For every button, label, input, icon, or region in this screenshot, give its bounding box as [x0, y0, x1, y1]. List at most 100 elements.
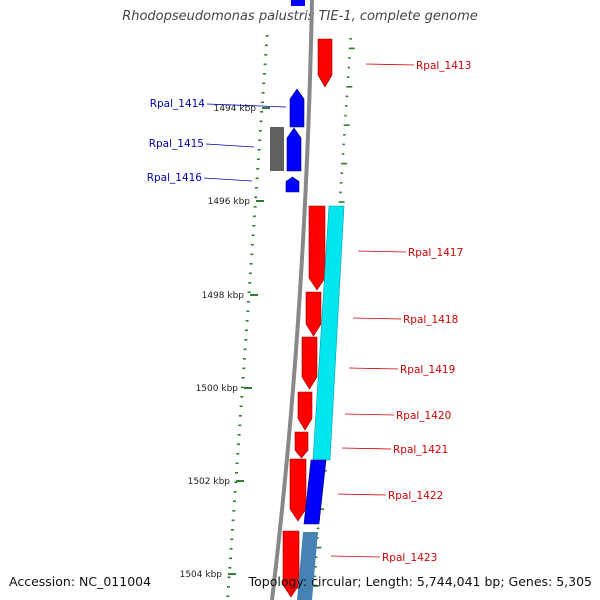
scale-major-tick	[250, 294, 258, 296]
scale-minor-tick	[348, 57, 351, 59]
gene-leader-line	[365, 63, 415, 66]
scale-minor-tick	[340, 172, 343, 174]
scale-minor-tick	[345, 105, 348, 107]
gene-label-rpal-1420[interactable]: Rpal_1420	[396, 410, 451, 422]
scale-minor-tick	[237, 443, 240, 446]
scale-minor-tick	[232, 510, 236, 512]
gene-label-rpal-1423[interactable]: Rpal_1423	[382, 552, 437, 564]
forward-gene-arrow[interactable]	[308, 205, 326, 291]
scale-minor-tick	[259, 120, 263, 123]
scale-minor-tick	[260, 111, 264, 113]
scale-minor-tick	[265, 35, 269, 37]
reverse-gene-arrow[interactable]	[291, 0, 305, 6]
scale-minor-tick	[256, 158, 260, 161]
gene-leader-line	[357, 250, 407, 253]
scale-tick-label: 1504 kbp	[180, 570, 223, 580]
scale-minor-tick	[233, 500, 236, 503]
scale-minor-tick	[318, 508, 325, 510]
scale-minor-tick	[237, 434, 241, 436]
scale-minor-tick	[243, 348, 247, 351]
gene-label-rpal-1416[interactable]: Rpal_1416	[147, 172, 203, 184]
genome-summary-text: Topology: circular; Length: 5,744,041 bp…	[248, 574, 592, 589]
scale-minor-tick	[251, 234, 255, 237]
scale-minor-tick	[343, 134, 346, 136]
scale-minor-tick	[228, 567, 232, 569]
forward-gene-arrow[interactable]	[317, 38, 333, 88]
scale-minor-tick	[241, 377, 245, 379]
forward-gene-arrow[interactable]	[289, 458, 307, 522]
scale-minor-tick	[252, 215, 256, 218]
reverse-gene-arrow[interactable]	[303, 459, 327, 525]
scale-major-tick	[262, 107, 270, 109]
scale-minor-tick	[234, 481, 238, 484]
scale-minor-tick	[345, 95, 349, 98]
gene-label-rpal-1413[interactable]: Rpal_1413	[416, 60, 471, 72]
gene-label-rpal-1415[interactable]: Rpal_1415	[149, 138, 204, 150]
scale-minor-tick	[246, 310, 250, 313]
scale-minor-tick	[339, 191, 342, 194]
scale-minor-tick	[342, 143, 345, 146]
scale-minor-tick	[242, 358, 246, 360]
scale-minor-tick	[257, 149, 261, 151]
scale-minor-tick	[261, 92, 265, 94]
gene-leader-line	[344, 413, 395, 416]
scale-minor-tick	[246, 301, 250, 303]
scale-minor-tick	[264, 44, 268, 47]
scale-major-tick	[256, 200, 264, 202]
scale-minor-tick	[314, 566, 317, 568]
scale-minor-tick	[252, 225, 256, 227]
forward-gene-arrow[interactable]	[282, 530, 300, 598]
accession-text: Accession: NC_011004	[9, 574, 152, 589]
scale-minor-tick	[230, 538, 234, 541]
grey-feature-block[interactable]	[270, 127, 284, 171]
scale-minor-tick	[264, 54, 268, 56]
forward-gene-arrow[interactable]	[297, 391, 313, 431]
reverse-gene-arrow[interactable]	[286, 127, 302, 172]
gene-leader-line	[352, 317, 402, 320]
scale-minor-tick	[260, 101, 264, 104]
scale-minor-tick	[338, 201, 345, 203]
scale-minor-tick	[262, 82, 266, 85]
scale-minor-tick	[244, 339, 248, 341]
scale-minor-tick	[236, 453, 240, 455]
scale-minor-tick	[254, 196, 258, 199]
scale-minor-tick	[240, 396, 244, 398]
scale-minor-tick	[231, 519, 235, 522]
scale-minor-tick	[255, 177, 259, 180]
forward-gene-arrow[interactable]	[301, 336, 318, 390]
scale-minor-tick	[258, 139, 262, 142]
scale-major-tick	[236, 480, 244, 482]
scale-minor-tick	[238, 415, 242, 417]
forward-gene-arrow[interactable]	[305, 291, 322, 337]
steel-feature-block[interactable]	[297, 532, 318, 600]
scale-minor-tick	[256, 168, 260, 170]
gene-label-rpal-1414[interactable]: Rpal_1414	[150, 98, 206, 110]
scale-tick-label: 1498 kbp	[202, 291, 245, 301]
gene-label-rpal-1418[interactable]: Rpal_1418	[403, 314, 458, 326]
scale-minor-tick	[315, 546, 322, 549]
gene-label-rpal-1417[interactable]: Rpal_1417	[408, 247, 463, 259]
scale-tick-label: 1496 kbp	[208, 197, 251, 207]
scale-minor-tick	[248, 282, 252, 284]
reverse-gene-arrow[interactable]	[289, 88, 305, 128]
scale-minor-tick	[235, 472, 238, 474]
forward-gene-arrow[interactable]	[294, 431, 309, 459]
scale-minor-tick	[227, 576, 231, 579]
scale-minor-tick	[346, 76, 350, 78]
scale-minor-tick	[244, 329, 248, 332]
gene-label-rpal-1421[interactable]: Rpal_1421	[393, 444, 448, 456]
scale-minor-tick	[316, 527, 320, 530]
gene-leader-line	[348, 367, 399, 370]
scale-minor-tick	[247, 291, 251, 294]
scale-minor-tick	[248, 272, 252, 275]
scale-minor-tick	[227, 586, 230, 588]
scale-minor-tick	[229, 548, 233, 550]
scale-minor-tick	[348, 47, 355, 50]
reverse-gene-arrow[interactable]	[285, 176, 300, 193]
gene-label-rpal-1422[interactable]: Rpal_1422	[388, 490, 443, 502]
gene-label-rpal-1419[interactable]: Rpal_1419	[400, 364, 455, 376]
cyan-feature-band[interactable]	[312, 205, 345, 461]
scale-tick-label: 1502 kbp	[188, 477, 231, 487]
scale-minor-tick	[254, 187, 258, 189]
